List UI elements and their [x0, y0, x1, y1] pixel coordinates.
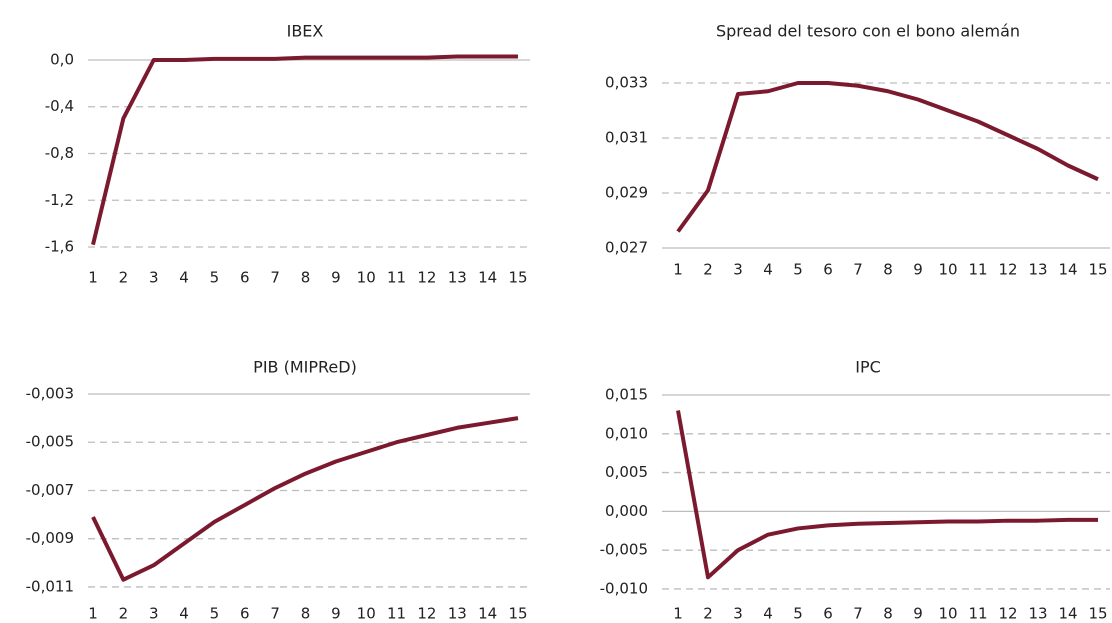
x-tick-label: 10	[357, 605, 376, 623]
y-tick-label: 0,005	[605, 463, 648, 481]
y-tick-label: 0,010	[605, 424, 648, 442]
x-tick-label: 7	[270, 269, 280, 287]
x-tick-label: 8	[883, 605, 893, 623]
x-tick-label: 6	[823, 261, 833, 279]
x-tick-label: 8	[301, 605, 311, 623]
x-tick-label: 1	[88, 605, 98, 623]
x-tick-label: 7	[270, 605, 280, 623]
x-tick-label: 3	[733, 261, 743, 279]
y-tick-label: 0,033	[605, 74, 648, 92]
x-tick-label: 6	[823, 605, 833, 623]
x-tick-label: 14	[1058, 605, 1077, 623]
x-tick-label: 4	[179, 605, 189, 623]
x-tick-label: 14	[1058, 261, 1077, 279]
y-tick-label: 0,0	[50, 50, 74, 68]
x-tick-label: 1	[673, 605, 683, 623]
x-tick-label: 5	[793, 261, 803, 279]
y-tick-label: -1,2	[45, 191, 74, 209]
x-tick-label: 11	[387, 269, 406, 287]
y-tick-label: -1,6	[45, 238, 74, 256]
x-tick-label: 1	[88, 269, 98, 287]
x-tick-label: 12	[417, 269, 436, 287]
x-tick-label: 10	[938, 605, 957, 623]
x-tick-label: 12	[998, 605, 1017, 623]
x-tick-label: 1	[673, 261, 683, 279]
x-tick-label: 3	[149, 269, 159, 287]
x-tick-label: 6	[240, 605, 250, 623]
x-tick-label: 15	[1088, 261, 1107, 279]
x-tick-label: 2	[703, 261, 713, 279]
y-tick-label: 0,029	[605, 184, 648, 202]
line-series	[91, 416, 519, 582]
x-tick-label: 15	[508, 605, 527, 623]
x-tick-label: 4	[763, 605, 773, 623]
x-tick-label: 11	[387, 605, 406, 623]
x-tick-label: 9	[331, 605, 341, 623]
x-tick-label: 14	[478, 605, 497, 623]
x-tick-label: 13	[1028, 261, 1047, 279]
y-tick-label: -0,009	[26, 529, 74, 547]
x-tick-label: 11	[968, 261, 987, 279]
y-tick-label: -0,007	[26, 481, 74, 499]
line-series	[676, 410, 1098, 580]
x-tick-label: 14	[478, 269, 497, 287]
y-tick-label: -0,005	[26, 433, 74, 451]
x-tick-label: 9	[913, 261, 923, 279]
y-tick-label: 0,027	[605, 239, 648, 257]
x-tick-label: 11	[968, 605, 987, 623]
x-tick-label: 7	[853, 605, 863, 623]
x-tick-label: 5	[210, 269, 220, 287]
line-series	[91, 54, 518, 246]
x-tick-label: 13	[448, 269, 467, 287]
x-tick-label: 9	[913, 605, 923, 623]
y-tick-label: -0,003	[26, 385, 74, 403]
x-tick-label: 10	[938, 261, 957, 279]
x-tick-label: 10	[357, 269, 376, 287]
y-tick-label: 0,000	[605, 502, 648, 520]
x-tick-label: 8	[301, 269, 311, 287]
x-tick-label: 5	[210, 605, 220, 623]
y-tick-label: -0,011	[26, 577, 74, 595]
x-tick-label: 5	[793, 605, 803, 623]
y-tick-label: -0,005	[600, 541, 648, 559]
x-tick-label: 15	[1088, 605, 1107, 623]
y-tick-label: -0,8	[45, 144, 74, 162]
x-tick-label: 9	[331, 269, 341, 287]
y-tick-label: -0,4	[45, 97, 74, 115]
x-tick-label: 12	[417, 605, 436, 623]
x-tick-label: 3	[733, 605, 743, 623]
chart-title: Spread del tesoro con el bono alemán	[716, 22, 1020, 41]
x-tick-label: 4	[763, 261, 773, 279]
x-tick-label: 6	[240, 269, 250, 287]
y-tick-label: 0,015	[605, 386, 648, 404]
x-tick-label: 4	[179, 269, 189, 287]
y-tick-label: 0,031	[605, 129, 648, 147]
chart-title: IBEX	[287, 22, 324, 41]
chart-title: IPC	[855, 358, 881, 377]
x-tick-label: 7	[853, 261, 863, 279]
x-tick-label: 2	[119, 269, 129, 287]
x-tick-label: 13	[448, 605, 467, 623]
x-tick-label: 15	[508, 269, 527, 287]
x-tick-label: 2	[703, 605, 713, 623]
x-tick-label: 13	[1028, 605, 1047, 623]
chart-title: PIB (MIPReD)	[253, 358, 357, 377]
x-tick-label: 12	[998, 261, 1017, 279]
y-tick-label: -0,010	[600, 579, 648, 597]
x-tick-label: 8	[883, 261, 893, 279]
x-tick-label: 2	[119, 605, 129, 623]
line-series	[676, 81, 1099, 233]
x-tick-label: 3	[149, 605, 159, 623]
